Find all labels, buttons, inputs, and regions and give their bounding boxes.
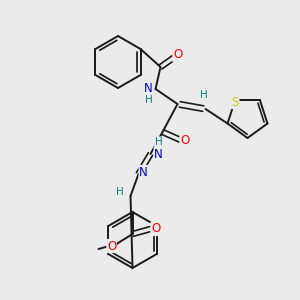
Text: H: H xyxy=(145,95,152,105)
Text: O: O xyxy=(180,134,189,146)
Text: N: N xyxy=(144,82,153,94)
Text: H: H xyxy=(200,90,207,100)
Text: O: O xyxy=(151,223,160,236)
Text: N: N xyxy=(154,148,163,160)
Text: S: S xyxy=(232,95,239,109)
Text: H: H xyxy=(154,137,162,147)
Text: H: H xyxy=(116,187,123,197)
Text: O: O xyxy=(173,49,182,62)
Text: N: N xyxy=(139,166,148,178)
Text: O: O xyxy=(107,239,116,253)
